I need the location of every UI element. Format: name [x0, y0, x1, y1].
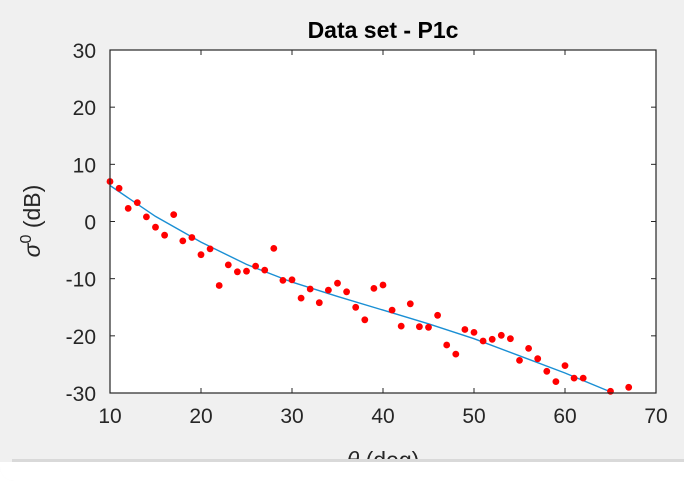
x-tick-label: 40	[371, 405, 394, 428]
data-point	[534, 355, 542, 363]
x-tick-label: 50	[462, 405, 485, 428]
data-point	[152, 223, 159, 231]
data-point	[143, 213, 150, 221]
y-tick-label: 0	[84, 212, 96, 235]
data-point	[161, 231, 169, 239]
data-point	[343, 288, 350, 296]
data-point	[461, 326, 469, 333]
data-point	[361, 316, 369, 324]
data-point	[188, 234, 196, 241]
data-point	[306, 285, 314, 293]
data-point	[552, 378, 560, 385]
y-axis-superscript: 0	[18, 234, 35, 243]
data-point	[115, 184, 123, 192]
window-bottom-edge	[12, 459, 684, 462]
y-tick-label: -10	[66, 269, 96, 292]
y-tick-label: -20	[66, 326, 96, 349]
data-point	[561, 362, 569, 369]
data-point	[334, 279, 341, 287]
y-axis-label: σ0 (dB)	[18, 185, 45, 258]
data-point	[124, 205, 132, 212]
data-point	[370, 285, 378, 292]
data-point	[215, 282, 223, 289]
window-bottom-strip	[0, 462, 684, 481]
y-tick-label: -30	[66, 383, 96, 406]
data-point	[170, 211, 178, 219]
data-point	[516, 357, 523, 364]
data-point	[133, 199, 141, 207]
data-point	[315, 299, 323, 307]
x-tick-label: 10	[98, 405, 121, 428]
data-point	[525, 345, 532, 352]
x-tick-label: 60	[553, 405, 576, 428]
x-tick-label: 30	[280, 405, 303, 428]
data-point	[443, 341, 451, 349]
x-tick-label: 20	[189, 405, 212, 428]
data-point	[452, 350, 460, 358]
data-point	[488, 335, 496, 343]
tick-marks	[109, 49, 657, 394]
y-tick-label: 30	[73, 40, 96, 63]
data-point	[224, 261, 232, 269]
data-point	[179, 237, 187, 245]
data-point	[388, 306, 396, 314]
data-point	[270, 245, 278, 252]
data-point	[197, 251, 205, 259]
data-point	[234, 268, 241, 276]
data-point	[288, 276, 296, 284]
y-axis-unit: (dB)	[19, 185, 45, 235]
data-point	[497, 331, 505, 339]
chart-title: Data set - P1c	[308, 17, 459, 43]
data-point	[406, 300, 414, 308]
y-tick-label: 10	[73, 154, 96, 177]
y-axis-symbol: σ	[19, 242, 45, 257]
plot-area	[110, 50, 656, 393]
tick-labels: 10 20 30 40 50 60 70 30 20 10 0 -10 -20 -30	[66, 40, 668, 428]
data-point	[434, 311, 441, 319]
y-tick-label: 20	[73, 97, 96, 120]
x-tick-label: 70	[644, 405, 667, 428]
data-point	[543, 367, 551, 375]
data-point	[479, 337, 487, 345]
data-point	[397, 322, 405, 330]
data-point	[279, 277, 287, 284]
data-point	[379, 281, 387, 289]
data-point	[570, 374, 578, 382]
data-point	[416, 323, 423, 331]
data-point	[425, 323, 432, 331]
data-point	[325, 286, 332, 294]
data-point	[607, 387, 614, 395]
data-point	[297, 294, 305, 302]
data-point	[261, 266, 269, 274]
data-point	[352, 303, 360, 311]
data-point	[507, 335, 514, 343]
data-point	[625, 383, 633, 391]
chart-content	[106, 178, 633, 395]
data-point	[243, 267, 250, 275]
data-point	[206, 245, 214, 253]
data-point	[579, 374, 587, 382]
data-point	[470, 329, 478, 336]
data-point	[252, 262, 259, 270]
